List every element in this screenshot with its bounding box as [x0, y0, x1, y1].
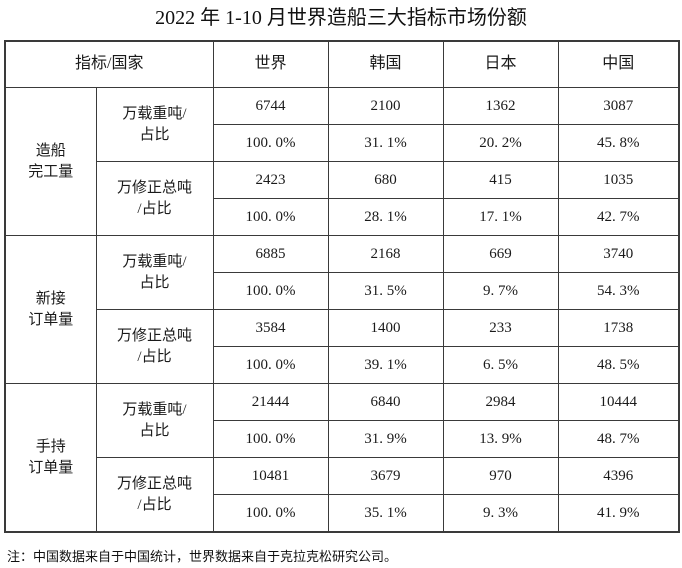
value-cell: 680 — [327, 161, 444, 199]
page-title: 2022 年 1-10 月世界造船三大指标市场份额 — [155, 7, 527, 29]
corner-header: 指标/国家 — [4, 40, 214, 88]
table-row: 万修正总吨 /占比 10481 3679 970 4396 — [5, 457, 680, 533]
value-cell: 1400 — [327, 309, 444, 347]
group-label-completions: 造船 完工量 — [4, 87, 97, 236]
share-cell: 100. 0% — [212, 198, 329, 236]
metric-label: 万修正总吨 /占比 — [95, 457, 214, 533]
share-cell: 100. 0% — [212, 272, 329, 310]
table-row: 100. 0% 31. 5% 9. 7% 54. 3% — [5, 272, 680, 310]
share-cell: 54. 3% — [557, 272, 680, 310]
table-row: 100. 0% 35. 1% 9. 3% 41. 9% — [5, 494, 680, 533]
value-cell: 6840 — [327, 383, 444, 421]
share-cell: 31. 9% — [327, 420, 444, 458]
table-row: 100. 0% 31. 9% 13. 9% 48. 7% — [5, 420, 680, 458]
value-cell: 10444 — [557, 383, 680, 421]
share-cell: 48. 5% — [557, 346, 680, 384]
value-cell: 2984 — [442, 383, 559, 421]
share-cell: 41. 9% — [557, 494, 680, 533]
value-cell: 4396 — [557, 457, 680, 495]
table-row: 手持 订单量 万载重吨/ 占比 21444 6840 2984 10444 — [4, 383, 680, 533]
metric-label: 万载重吨/ 占比 — [95, 235, 214, 310]
value-cell: 970 — [442, 457, 559, 495]
metric-label: 万修正总吨 /占比 — [95, 309, 214, 384]
value-cell: 415 — [442, 161, 559, 199]
metric-label: 万载重吨/ 占比 — [95, 383, 214, 458]
value-cell: 6885 — [212, 235, 329, 273]
share-cell: 20. 2% — [442, 124, 559, 162]
column-header-korea: 韩国 — [327, 40, 444, 88]
table-row: 100. 0% 39. 1% 6. 5% 48. 5% — [5, 346, 680, 384]
footnote: 注：中国数据来自于中国统计，世界数据来自于克拉克松研究公司。 — [7, 549, 398, 564]
value-cell: 233 — [442, 309, 559, 347]
table-row: 万修正总吨 /占比 2423 680 415 1035 — [5, 161, 680, 236]
value-cell: 6744 — [212, 87, 329, 125]
share-cell: 100. 0% — [212, 494, 329, 533]
column-header-japan: 日本 — [442, 40, 559, 88]
share-cell: 100. 0% — [212, 124, 329, 162]
share-cell: 48. 7% — [557, 420, 680, 458]
share-cell: 17. 1% — [442, 198, 559, 236]
share-cell: 100. 0% — [212, 346, 329, 384]
table-row: 造船 完工量 万载重吨/ 占比 6744 2100 1362 3087 — [4, 87, 680, 236]
share-cell: 13. 9% — [442, 420, 559, 458]
metric-label: 万修正总吨 /占比 — [95, 161, 214, 236]
value-cell: 1362 — [442, 87, 559, 125]
value-cell: 1738 — [557, 309, 680, 347]
share-cell: 31. 1% — [327, 124, 444, 162]
share-cell: 6. 5% — [442, 346, 559, 384]
value-cell: 3087 — [557, 87, 680, 125]
share-cell: 100. 0% — [212, 420, 329, 458]
table-row: 100. 0% 31. 1% 20. 2% 45. 8% — [5, 124, 680, 162]
value-cell: 669 — [442, 235, 559, 273]
share-cell: 45. 8% — [557, 124, 680, 162]
share-cell: 35. 1% — [327, 494, 444, 533]
table-header-row: 指标/国家 世界 韩国 日本 中国 — [4, 40, 680, 88]
table-row: 万修正总吨 /占比 3584 1400 233 1738 — [5, 309, 680, 384]
shipbuilding-share-table: 指标/国家 世界 韩国 日本 中国 造船 完工量 万载重吨/ 占比 6744 2… — [4, 40, 681, 533]
column-header-world: 世界 — [212, 40, 329, 88]
share-cell: 39. 1% — [327, 346, 444, 384]
value-cell: 21444 — [212, 383, 329, 421]
share-cell: 42. 7% — [557, 198, 680, 236]
share-cell: 28. 1% — [327, 198, 444, 236]
value-cell: 2423 — [212, 161, 329, 199]
share-cell: 9. 3% — [442, 494, 559, 533]
table-row: 新接 订单量 万载重吨/ 占比 6885 2168 669 3740 — [4, 235, 680, 384]
value-cell: 2168 — [327, 235, 444, 273]
value-cell: 3584 — [212, 309, 329, 347]
metric-label: 万载重吨/ 占比 — [95, 87, 214, 162]
share-cell: 9. 7% — [442, 272, 559, 310]
value-cell: 1035 — [557, 161, 680, 199]
group-label-new-orders: 新接 订单量 — [4, 235, 97, 384]
column-header-china: 中国 — [557, 40, 680, 88]
value-cell: 3740 — [557, 235, 680, 273]
value-cell: 10481 — [212, 457, 329, 495]
share-cell: 31. 5% — [327, 272, 444, 310]
value-cell: 2100 — [327, 87, 444, 125]
value-cell: 3679 — [327, 457, 444, 495]
group-label-order-backlog: 手持 订单量 — [4, 383, 97, 533]
